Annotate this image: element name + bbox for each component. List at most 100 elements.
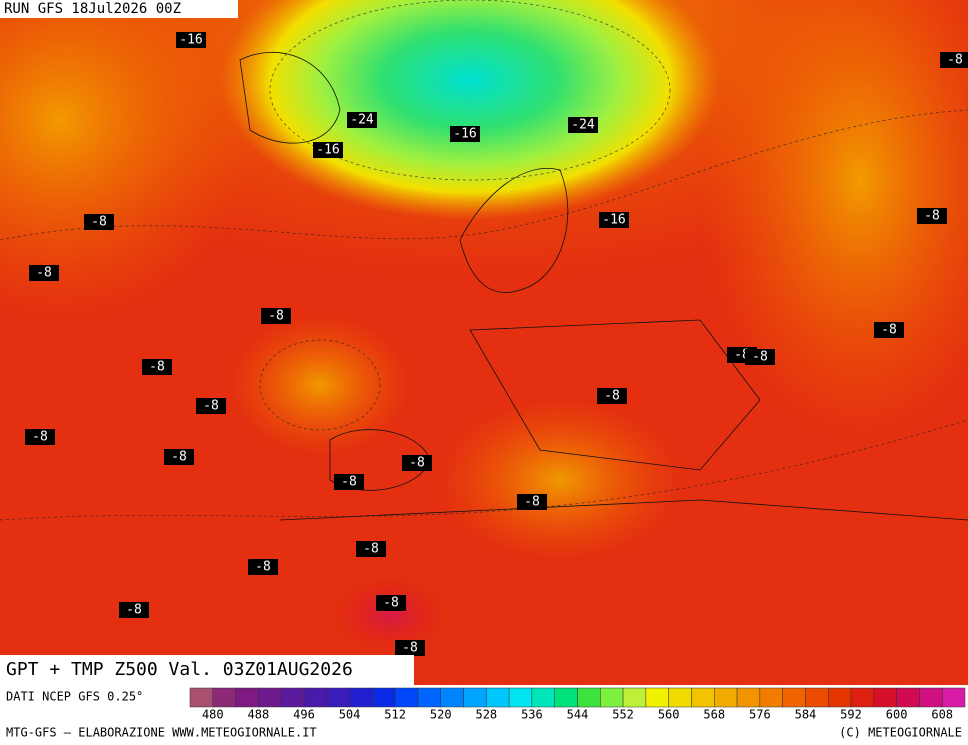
color-swatch	[645, 687, 669, 708]
contour-label-box	[176, 32, 206, 48]
footer-right: (C) METEOGIORNALE	[839, 726, 962, 740]
legend-label: 504	[339, 708, 361, 722]
title-box	[0, 655, 414, 685]
contour-label-text: -8	[383, 596, 399, 611]
contour-label-box	[599, 212, 629, 228]
contour-label: -8	[517, 494, 547, 510]
color-swatch	[577, 687, 601, 708]
contour-label: -16	[599, 212, 629, 228]
contour-label-box	[376, 595, 406, 611]
color-swatch	[668, 687, 692, 708]
legend-label: 528	[475, 708, 497, 722]
legend-label: 512	[384, 708, 406, 722]
contour-label-box	[568, 117, 598, 133]
contour-label-text: -8	[91, 215, 107, 230]
contour-label: -8	[597, 388, 627, 404]
contour-label-text: -8	[126, 603, 142, 618]
color-swatch	[212, 687, 236, 708]
contour-label-text: -8	[752, 350, 768, 365]
legend-label: 560	[658, 708, 680, 722]
color-swatch	[896, 687, 920, 708]
contour-label-text: -8	[363, 542, 379, 557]
contour-label: -8	[142, 359, 172, 375]
contour-label-box	[248, 559, 278, 575]
color-swatch	[463, 687, 487, 708]
contour-label-text: -24	[350, 113, 374, 128]
legend-label: 480	[202, 708, 224, 722]
contour-label-text: -8	[36, 266, 52, 281]
contour-label-box	[313, 142, 343, 158]
contour-label-text: -8	[32, 430, 48, 445]
contour-label-text: -8	[524, 495, 540, 510]
legend-label: 592	[840, 708, 862, 722]
contour-label: -8	[745, 349, 775, 365]
contour-label-box	[597, 388, 627, 404]
contour-label-text: -16	[316, 143, 339, 158]
contour-label: -16	[176, 32, 206, 48]
contour-label-box	[261, 308, 291, 324]
contour-label-text: -8	[924, 209, 940, 224]
contour-label: -8	[261, 308, 291, 324]
contour-label-box	[25, 429, 55, 445]
contour-label-box	[874, 322, 904, 338]
color-swatch	[827, 687, 852, 708]
contour-label: -8	[84, 214, 114, 230]
contour-label-text: -8	[402, 641, 418, 656]
footer-left: MTG-GFS — ELABORAZIONE WWW.METEOGIORNALE…	[6, 726, 317, 740]
contour-label-box	[119, 602, 149, 618]
contour-label: -8	[376, 595, 406, 611]
contour-label: -8	[917, 208, 947, 224]
contour-label: -16	[313, 142, 343, 158]
contour-label: -8	[874, 322, 904, 338]
contour-label: -8	[334, 474, 364, 490]
legend-label: 576	[749, 708, 771, 722]
source-label: DATI NCEP GFS 0.25°	[6, 690, 143, 704]
contour-label-box	[142, 359, 172, 375]
legend-label: 552	[612, 708, 634, 722]
color-swatch	[189, 687, 214, 708]
contour-label: -8	[940, 52, 968, 68]
contour-label-text: -8	[341, 475, 357, 490]
contour-label-box	[196, 398, 226, 414]
contour-label-text: -16	[179, 33, 202, 48]
color-swatch	[759, 687, 783, 708]
run-label: RUN GFS 18Jul2026 00Z	[4, 1, 181, 17]
contour-label-text: -16	[453, 127, 476, 142]
color-swatch	[691, 687, 715, 708]
contour-label-box	[164, 449, 194, 465]
contour-label-box	[347, 112, 377, 128]
color-swatch	[919, 687, 943, 708]
color-swatch	[417, 687, 441, 708]
color-swatch	[280, 687, 305, 708]
color-swatch	[508, 687, 533, 708]
contour-label: -24	[347, 112, 377, 128]
legend-label: 520	[430, 708, 452, 722]
legend-label: 608	[931, 708, 953, 722]
legend-label: 600	[886, 708, 908, 722]
contour-label: -8	[25, 429, 55, 445]
color-swatch	[326, 687, 350, 708]
contour-label-text: -8	[255, 560, 271, 575]
map	[0, 0, 968, 685]
contour-label-text: -16	[602, 213, 625, 228]
legend-label: 568	[703, 708, 725, 722]
color-swatch	[714, 687, 738, 708]
map-title: GPT + TMP Z500 Val. 03Z01AUG2026	[6, 659, 353, 680]
legend-label: 584	[795, 708, 817, 722]
contour-label-text: -8	[268, 309, 284, 324]
contour-label-text: -8	[171, 450, 187, 465]
contour-label-box	[450, 126, 480, 142]
contour-label-box	[517, 494, 547, 510]
contour-label: -8	[119, 602, 149, 618]
contour-label: -8	[248, 559, 278, 575]
legend-label: 544	[567, 708, 589, 722]
contour-label-box	[395, 640, 425, 656]
legend-label: 536	[521, 708, 543, 722]
legend-label: 488	[248, 708, 270, 722]
color-swatch	[258, 687, 282, 708]
contour-label: -8	[29, 265, 59, 281]
contour-label-box	[917, 208, 947, 224]
color-swatch	[622, 687, 647, 708]
contour-label: -8	[164, 449, 194, 465]
